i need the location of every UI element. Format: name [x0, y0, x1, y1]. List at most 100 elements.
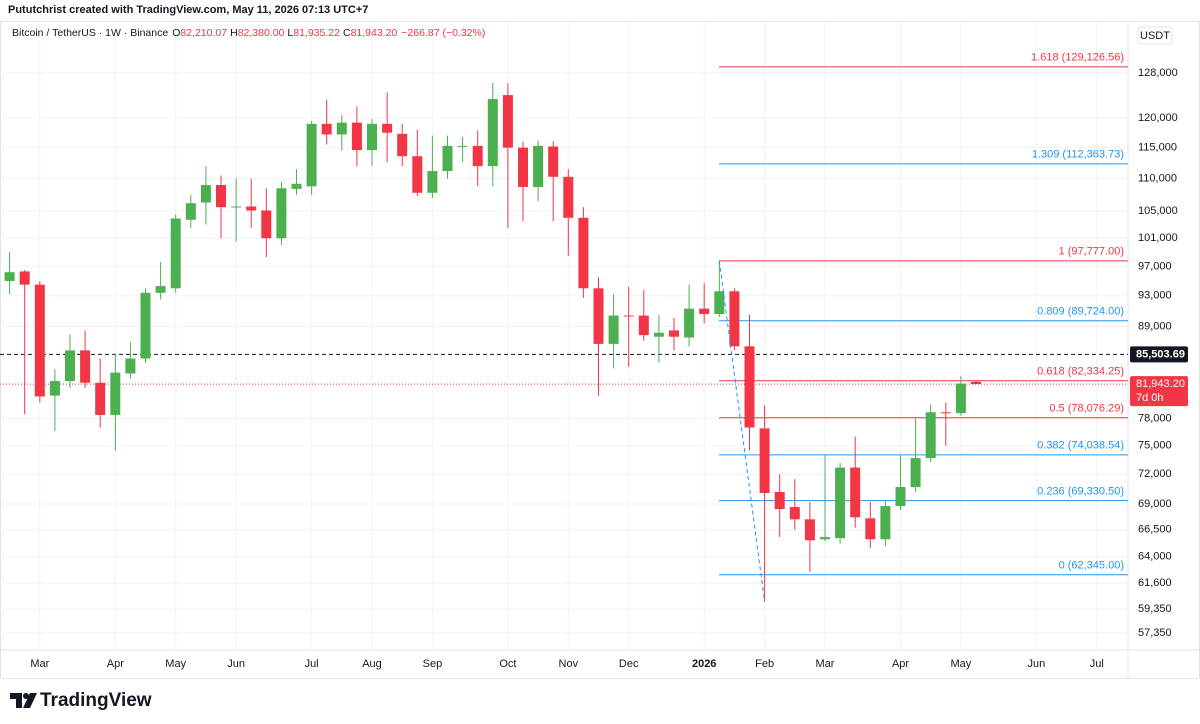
x-tick-label: Mar — [816, 658, 835, 670]
x-tick-label: Jul — [305, 658, 319, 670]
fib-label: 0.236 (69,330.50) — [1037, 486, 1124, 498]
candle-body — [955, 383, 966, 414]
brand-logo — [10, 693, 37, 708]
legend-key: L — [287, 27, 293, 39]
candle-body — [367, 123, 377, 151]
candle-body — [835, 467, 846, 539]
y-tick-label: 72,000 — [1138, 468, 1172, 480]
countdown: 7d 0h — [1136, 392, 1164, 404]
fib-label: 0.809 (89,724.00) — [1037, 306, 1124, 318]
candle-body — [880, 506, 891, 540]
candle-body — [34, 284, 45, 397]
candle-body — [457, 145, 468, 147]
x-tick-label: Mar — [30, 658, 49, 670]
y-tick-label: 57,350 — [1138, 627, 1172, 639]
candle-body — [65, 350, 75, 382]
x-tick-label: Jun — [1028, 658, 1046, 670]
candle-body — [382, 123, 393, 133]
candle-body — [276, 188, 287, 239]
candle-body — [759, 428, 770, 493]
candle-body — [684, 308, 695, 338]
candle-body — [533, 145, 544, 187]
legend-key: H — [230, 27, 238, 39]
candle-body — [971, 381, 981, 385]
candle-body — [548, 146, 559, 177]
candle-body — [653, 332, 664, 337]
candle-body — [578, 217, 589, 289]
candle-body — [850, 467, 861, 518]
x-tick-label: Dec — [619, 658, 639, 670]
candle-body — [155, 286, 166, 293]
y-tick-label: 61,600 — [1138, 577, 1172, 589]
fib-label: 1.618 (129,126.56) — [1031, 52, 1124, 64]
candle-body — [472, 145, 483, 167]
candle-body — [744, 346, 755, 428]
candle-body — [487, 99, 498, 167]
y-tick-label: 64,000 — [1138, 550, 1172, 562]
y-tick-label: 120,000 — [1138, 112, 1178, 124]
candle-body — [669, 330, 679, 337]
x-tick-label: 2026 — [692, 658, 716, 670]
candle-body — [261, 210, 272, 239]
candle-body — [865, 518, 876, 540]
candle-body — [804, 519, 815, 541]
y-tick-label: 115,000 — [1138, 142, 1177, 154]
fib-label: 0.382 (74,038.54) — [1037, 440, 1124, 452]
y-tick-label: 66,500 — [1138, 524, 1172, 536]
last-price-tag — [1130, 376, 1188, 407]
candle-body — [442, 145, 453, 172]
fib-label: 1.309 (112,363.73) — [1032, 149, 1124, 161]
candle-body — [216, 185, 226, 208]
currency-box — [1137, 26, 1173, 45]
y-tick-label: 75,000 — [1138, 440, 1172, 452]
fib-label: 0.618 (82,334.25) — [1037, 366, 1124, 378]
x-tick-label: Apr — [892, 658, 909, 670]
y-tick-label: 93,000 — [1138, 290, 1172, 302]
legend-change: −266.87 (−0.32%) — [401, 27, 485, 39]
candle-body — [789, 507, 800, 520]
x-tick-label: Aug — [362, 658, 382, 670]
candle-body — [940, 412, 951, 414]
y-tick-label: 59,350 — [1138, 603, 1172, 615]
fib-label: 0.5 (78,076.29) — [1049, 403, 1124, 415]
legend-value: 82,380.00 — [238, 27, 285, 39]
candle-body — [351, 122, 362, 151]
candle-body — [19, 271, 30, 285]
x-tick-label: Apr — [107, 658, 124, 670]
candle-body — [140, 292, 151, 359]
candle-body — [110, 372, 121, 415]
header: Pututchrist created with TradingView.com… — [8, 4, 368, 16]
candle-body — [80, 350, 91, 383]
y-tick-label: 97,000 — [1138, 260, 1172, 272]
currency: USDT — [1140, 30, 1170, 42]
candle-body — [699, 308, 710, 315]
y-tick-label: 105,000 — [1138, 205, 1178, 217]
x-tick-label: May — [165, 658, 186, 670]
candle-body — [321, 123, 332, 135]
candle-body — [170, 218, 181, 289]
x-tick-label: Jun — [227, 658, 245, 670]
candle-body — [638, 315, 649, 336]
y-tick-label: 69,000 — [1138, 498, 1172, 510]
last-price-label: 81,943.20 — [1136, 378, 1185, 390]
x-tick-label: Feb — [755, 658, 774, 670]
legend-key: C — [343, 27, 351, 39]
candle-body — [291, 183, 302, 189]
fib-label: 0 (62,345.00) — [1059, 560, 1124, 572]
candle-body — [910, 458, 921, 488]
legend-value: 81,943.20 — [351, 27, 398, 39]
candle-body — [895, 487, 906, 507]
candle-body — [623, 315, 634, 317]
candle-body — [563, 176, 574, 218]
candle-body — [502, 95, 513, 148]
y-tick-label: 128,000 — [1138, 67, 1178, 79]
y-tick-label: 110,000 — [1138, 173, 1177, 185]
x-tick-label: Nov — [559, 658, 579, 670]
candle-body — [49, 381, 60, 396]
candle-body — [246, 206, 257, 211]
candle-body — [925, 412, 936, 459]
candle-body — [336, 122, 347, 135]
candle-body — [820, 537, 830, 540]
candle-body — [95, 382, 106, 415]
